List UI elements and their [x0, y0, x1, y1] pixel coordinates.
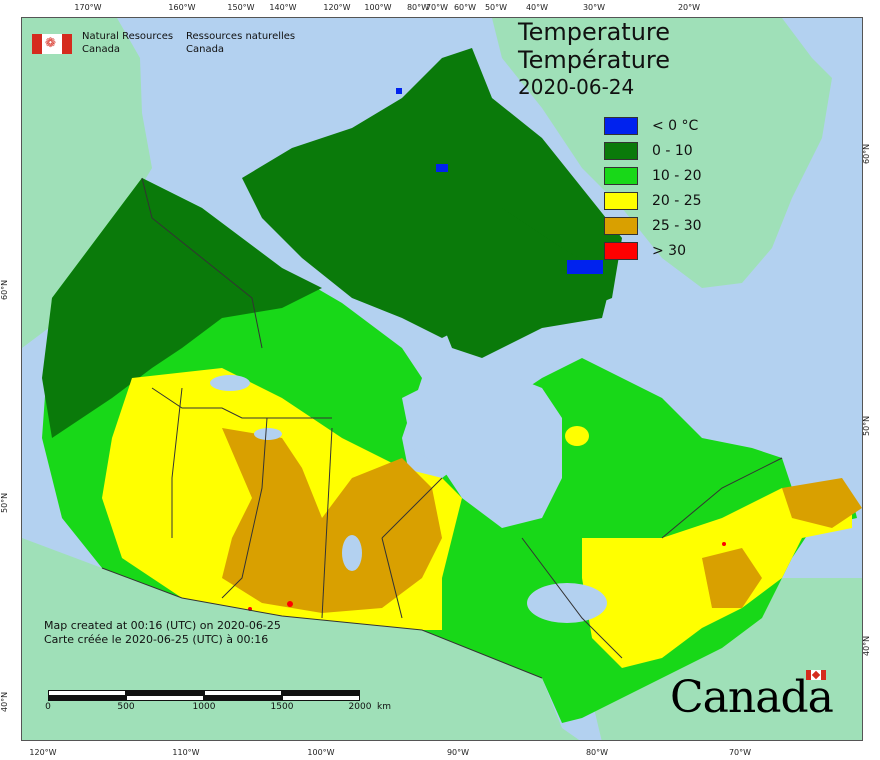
cold-patch [567, 260, 603, 274]
legend-label: 20 - 25 [652, 193, 702, 209]
graticule-label-bottom: 70°W [728, 748, 752, 757]
legend-swatch [604, 167, 638, 185]
graticule-label-right: 60°N [862, 143, 871, 164]
graticule-label-bottom: 100°W [307, 748, 335, 757]
usa-east-land [582, 578, 862, 740]
lake [254, 428, 282, 440]
scale-segment [48, 695, 126, 701]
cold-patch [396, 88, 402, 94]
hot-spot [287, 601, 293, 607]
scale-label: 1000 [192, 702, 216, 712]
graticule-label-top: 100°W [364, 3, 392, 12]
legend-label: 10 - 20 [652, 168, 702, 184]
graticule-label-right: 50°N [862, 415, 871, 436]
legend-swatch [604, 217, 638, 235]
agency-name-en: Natural Resources Canada [82, 31, 174, 55]
scale-segment [282, 695, 360, 701]
title-french: Température [518, 46, 671, 74]
prairie-orange [222, 428, 442, 613]
legend-swatch [604, 242, 638, 260]
graticule-label-top: 160°W [168, 3, 196, 12]
lake [342, 535, 362, 571]
alaska-land [22, 18, 152, 348]
baffin-island [432, 198, 612, 358]
north-dark-green [42, 178, 322, 438]
graticule-label-bottom: 80°W [585, 748, 609, 757]
credit-french: Carte créée le 2020-06-25 (UTC) à 00:16 [44, 633, 269, 646]
graticule-label-top: 50°W [484, 3, 508, 12]
greenland-land [492, 18, 832, 288]
graticule-label-left: 60°N [0, 279, 9, 300]
canada-wordmark: Canada [670, 670, 840, 720]
canada-flag-icon: ❁ [32, 34, 72, 54]
graticule-label-left: 50°N [0, 492, 9, 513]
legend-swatch [604, 192, 638, 210]
title-english: Temperature [518, 18, 671, 46]
scale-segment [126, 695, 204, 701]
graticule-label-left: 40°N [0, 691, 9, 712]
scale-label: 2000 [348, 702, 372, 712]
graticule-label-top: 120°W [323, 3, 351, 12]
hot-spot [722, 542, 726, 546]
map-graphic [22, 18, 862, 740]
usa-land [22, 538, 580, 740]
graticule-label-top: 170°W [74, 3, 102, 12]
lake [565, 426, 589, 446]
legend-label: 25 - 30 [652, 218, 702, 234]
province-borders [141, 177, 783, 659]
hudson-bay [402, 368, 562, 528]
graticule-label-top: 20°W [677, 3, 701, 12]
graticule-label-top: 40°W [525, 3, 549, 12]
graticule-label-top: 30°W [582, 3, 606, 12]
legend-label: < 0 °C [652, 118, 699, 134]
legend-swatch [604, 142, 638, 160]
graticule-label-bottom: 120°W [29, 748, 57, 757]
scale-label: 0 [45, 702, 51, 712]
scale-label: 500 [117, 702, 135, 712]
east-orange [702, 548, 762, 608]
graticule-label-top: 70°W [425, 3, 449, 12]
map-credits: Map created at 00:16 (UTC) on 2020-06-25… [44, 619, 281, 647]
lake [527, 583, 607, 623]
national-border [101, 567, 543, 679]
wordmark-flag-icon [806, 670, 826, 680]
legend-label: 0 - 10 [652, 143, 693, 159]
graticule-label-top: 60°W [453, 3, 477, 12]
credit-english: Map created at 00:16 (UTC) on 2020-06-25 [44, 619, 281, 632]
graticule-label-top: 150°W [227, 3, 255, 12]
temperature-map [21, 17, 863, 741]
scale-bar: 0 500 1000 1500 2000 km [26, 686, 391, 716]
scale-unit: km [377, 702, 391, 712]
wordmark-text: Canada [670, 672, 834, 723]
scale-segment [204, 695, 282, 701]
legend-swatch [604, 117, 638, 135]
legend-label: > 30 [652, 243, 686, 259]
graticule-label-top: 140°W [269, 3, 297, 12]
map-date: 2020-06-24 [518, 75, 635, 99]
lake [210, 375, 250, 391]
graticule-label-top: 80°W [406, 3, 430, 12]
agency-name-fr: Ressources naturelles Canada [186, 31, 296, 55]
scale-label: 1500 [270, 702, 294, 712]
map-title: Temperature Température 2020-06-24 [518, 18, 670, 100]
graticule-label-bottom: 90°W [446, 748, 470, 757]
cold-patch [436, 164, 448, 172]
graticule-label-bottom: 110°W [172, 748, 200, 757]
nova-scotia-orange [782, 478, 862, 528]
graticule-label-right: 40°N [862, 635, 871, 656]
